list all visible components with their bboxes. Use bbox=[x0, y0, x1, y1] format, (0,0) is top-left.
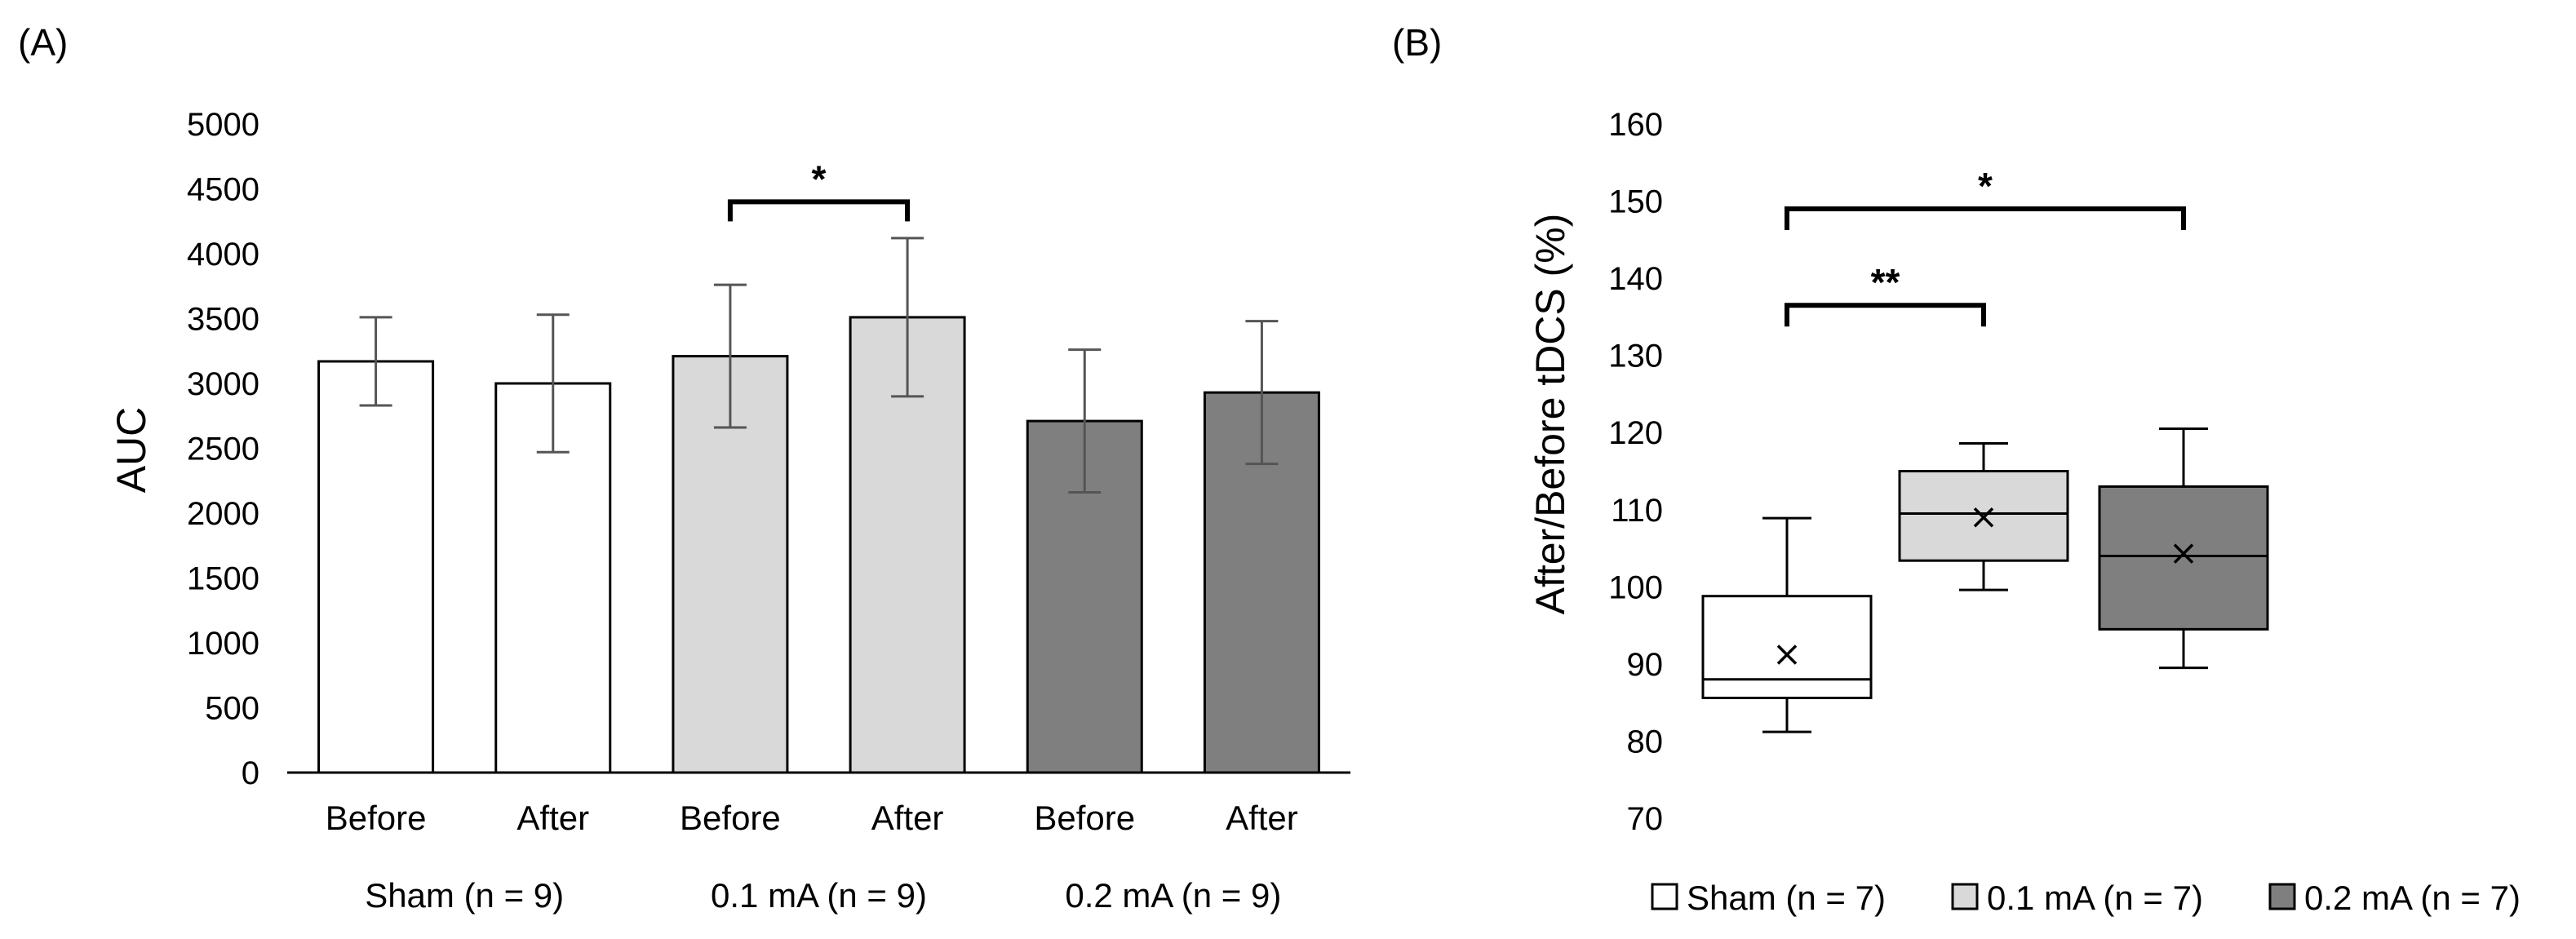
y-tick-label: 160 bbox=[1608, 107, 1663, 143]
significance-bracket bbox=[1785, 206, 2186, 231]
y-tick-label: 0 bbox=[242, 755, 259, 791]
legend-label: 0.1 mA (n = 7) bbox=[1987, 879, 2203, 917]
significance-label: ** bbox=[1871, 261, 1900, 303]
category-label: After bbox=[517, 799, 589, 837]
panel-b-y-ticks: 70 80 90 100 110 120 130 140 150 160 bbox=[1608, 107, 1663, 837]
mean-marker bbox=[1776, 644, 1798, 665]
y-tick-label: 2500 bbox=[187, 432, 259, 467]
y-tick-label: 70 bbox=[1627, 801, 1664, 837]
legend-label: 0.2 mA (n = 7) bbox=[2304, 879, 2521, 917]
bar bbox=[317, 360, 435, 774]
panel-a-significance: * bbox=[727, 157, 911, 222]
y-tick-label: 120 bbox=[1608, 415, 1663, 451]
panel-b-significance: *** bbox=[1785, 165, 2186, 327]
panel-b-boxes bbox=[1701, 427, 2269, 733]
box-plot-group bbox=[1701, 516, 1873, 733]
group-label: 0.1 mA (n = 9) bbox=[711, 876, 927, 915]
category-label: After bbox=[1226, 799, 1298, 837]
panel-b-box-plot: (B) After/Before tDCS (%) 70 80 90 100 110 12… bbox=[1392, 21, 2521, 917]
legend-label: Sham (n = 7) bbox=[1687, 879, 1886, 917]
significance-label: * bbox=[1978, 165, 1993, 207]
panel-a-y-axis-title: AUC bbox=[109, 407, 154, 494]
box-plot-group bbox=[1898, 441, 2069, 591]
category-label: Before bbox=[326, 799, 427, 837]
category-label: After bbox=[871, 799, 944, 837]
y-tick-label: 2000 bbox=[187, 496, 259, 532]
panel-a-label: (A) bbox=[18, 21, 68, 64]
box-plot-group bbox=[2098, 427, 2269, 670]
panel-a-group-labels: Sham (n = 9) 0.1 mA (n = 9) 0.2 mA (n = 9) bbox=[365, 876, 1281, 915]
group-label: Sham (n = 9) bbox=[365, 876, 564, 915]
y-tick-label: 4500 bbox=[187, 172, 259, 208]
significance-bracket bbox=[1785, 303, 1986, 327]
mean-marker bbox=[2173, 543, 2194, 564]
box bbox=[2098, 485, 2269, 631]
y-tick-label: 150 bbox=[1608, 184, 1663, 220]
legend-swatch bbox=[2268, 883, 2296, 910]
y-tick-label: 1500 bbox=[187, 561, 259, 597]
panel-b-legend: Sham (n = 7) 0.1 mA (n = 7) 0.2 mA (n = 7) bbox=[1651, 879, 2521, 917]
panel-a-category-labels: Before After Before After Before After bbox=[326, 799, 1298, 837]
y-tick-label: 3000 bbox=[187, 366, 259, 402]
y-tick-label: 5000 bbox=[187, 107, 259, 143]
category-label: Before bbox=[1034, 799, 1135, 837]
significance-label: * bbox=[812, 157, 827, 200]
y-tick-label: 100 bbox=[1608, 569, 1663, 605]
significance-bracket bbox=[727, 199, 911, 222]
y-tick-label: 140 bbox=[1608, 261, 1663, 297]
y-tick-label: 90 bbox=[1627, 647, 1664, 683]
panel-a-y-ticks: 0 500 1000 1500 2000 2500 3000 3500 4000 4500 5000 bbox=[187, 107, 259, 791]
panel-a-bars bbox=[317, 316, 1320, 774]
legend-swatch bbox=[1951, 883, 1979, 910]
panel-b-label: (B) bbox=[1392, 21, 1442, 64]
box bbox=[1701, 595, 1873, 699]
panel-a-bar-chart: (A) AUC 0 500 1000 1500 2000 2500 3000 3500 4000… bbox=[18, 21, 1350, 915]
mean-marker bbox=[1973, 507, 1994, 528]
category-label: Before bbox=[680, 799, 781, 837]
y-tick-label: 3500 bbox=[187, 302, 259, 338]
legend-swatch bbox=[1651, 883, 1678, 910]
panel-b-y-axis-title: After/Before tDCS (%) bbox=[1527, 214, 1573, 615]
y-tick-label: 500 bbox=[205, 691, 259, 727]
y-tick-label: 4000 bbox=[187, 237, 259, 272]
group-label: 0.2 mA (n = 9) bbox=[1065, 876, 1281, 915]
y-tick-label: 130 bbox=[1608, 339, 1663, 374]
y-tick-label: 110 bbox=[1611, 493, 1663, 529]
panel-a-error-bars bbox=[359, 237, 1279, 494]
y-tick-label: 80 bbox=[1627, 724, 1664, 760]
y-tick-label: 1000 bbox=[187, 626, 259, 662]
